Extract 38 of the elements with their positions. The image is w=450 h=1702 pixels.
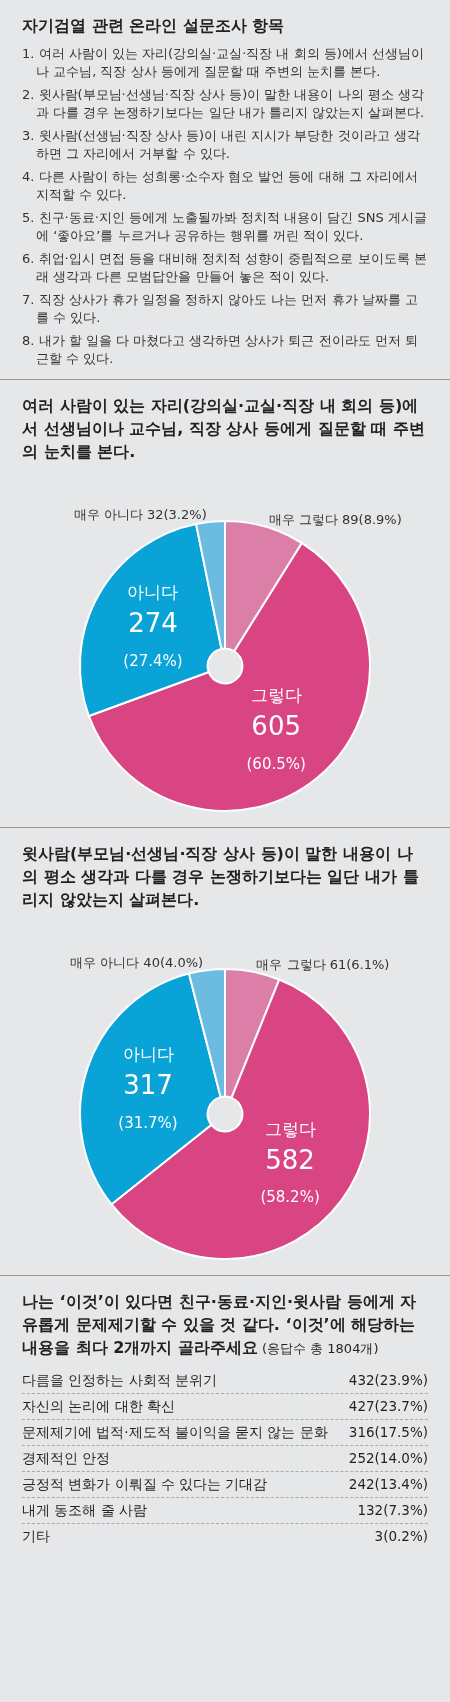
data-label: 274(27.4%) (123, 607, 183, 670)
text: 3. 윗사람(선생님·직장 상사 등)이 내린 지시가 부당한 것이라고 생각하면 그 자리에서 거부할 수 있다. (22, 127, 421, 163)
category-label: 기타 (22, 1527, 50, 1546)
data-label: 582(58.2%) (260, 1144, 320, 1207)
category-label: 경제적인 안정 (22, 1449, 111, 1468)
text: 3(0.2%) (374, 1528, 428, 1544)
text: 자기검열 관련 온라인 설문조사 항목 (22, 15, 286, 37)
text: 2. 윗사람(부모님·선생님·직장 상사 등)이 말한 내용이 나의 평소 생각과 다를 경우 논쟁하기보다는 일단 내가 틀리지 않았는지 살펴본다. (22, 86, 426, 122)
text: 6. 취업·입시 면접 등을 대비해 정치적 성향이 중립적으로 보이도록 본래 생각과 다른 모범답안을 만들어 놓은 적이 있다. (22, 250, 428, 286)
category-label: 다름을 인정하는 사회적 분위기 (22, 1371, 217, 1390)
text: 1. 여러 사람이 있는 자리(강의실·교실·직장 내 회의 등)에서 선생님이나 교수님, 직장 상사 등에게 질문할 때 주변의 눈치를 본다. (22, 45, 425, 81)
text: 242(13.4%) (348, 1476, 428, 1492)
text: 5. 친구·동료·지인 등에게 노출될까봐 정치적 내용이 담긴 SNS 게시글에 ‘좋아요’를 누르거나 공유하는 행위를 꺼린 적이 있다. (22, 209, 428, 245)
text: 316(17.5%) (348, 1424, 428, 1440)
text: 432(23.9%) (348, 1372, 428, 1388)
slice-label: 매우 그렇다 89(8.9%) (268, 512, 402, 528)
text: 7. 직장 상사가 휴가 일정을 정하지 않아도 나는 먼저 휴가 날짜를 고를 수 있다. (22, 291, 419, 327)
text: 8. 내가 할 일을 다 마쳤다고 생각하면 상사가 퇴근 전이라도 먼저 퇴근할 수 있다. (22, 332, 419, 368)
category-label: 내게 동조해 줄 사람 (22, 1501, 147, 1520)
text: 252(14.0%) (348, 1450, 428, 1466)
slice-label: 그렇다 (250, 685, 302, 706)
chart-title: 여러 사람이 있는 자리(강의실·교실·직장 내 회의 등)에서 선생님이나 교수님, 직장 상사 등에게 질문할 때 주변의 눈치를 본다. (22, 395, 426, 463)
text: 427(23.7%) (348, 1398, 428, 1414)
text: 4. 다른 사람이 하는 성희롱·소수자 혐오 발언 등에 대해 그 자리에서 지적할 수 있다. (22, 168, 419, 204)
text: 132(7.3%) (357, 1502, 428, 1518)
chart-title: 윗사람(부모님·선생님·직장 상사 등)이 말한 내용이 나의 평소 생각과 다를 경우 논쟁하기보다는 일단 내가 틀리지 않았는지 살펴본다. (22, 843, 420, 911)
slice-label: 매우 그렇다 61(6.1%) (256, 956, 390, 972)
category-label: 긍정적 변화가 이뤄질 수 있다는 기대감 (22, 1475, 268, 1494)
text: (응답수 총 1804개) (260, 1341, 379, 1356)
slice-label: 그렇다 (264, 1118, 316, 1139)
slice-label: 매우 아니다 40(4.0%) (70, 955, 204, 971)
data-label: 605(60.5%) (246, 711, 306, 773)
category-label: 문제제기에 법적·제도적 불이익을 묻지 않는 문화 (22, 1423, 328, 1442)
slice-label: 아니다 (127, 582, 179, 603)
slice-label: 매우 아니다 32(3.2%) (73, 506, 207, 522)
category-label: 자신의 논리에 대한 확신 (22, 1397, 175, 1416)
data-label: 317(31.7%) (118, 1070, 178, 1132)
slice-label: 아니다 (122, 1044, 174, 1065)
